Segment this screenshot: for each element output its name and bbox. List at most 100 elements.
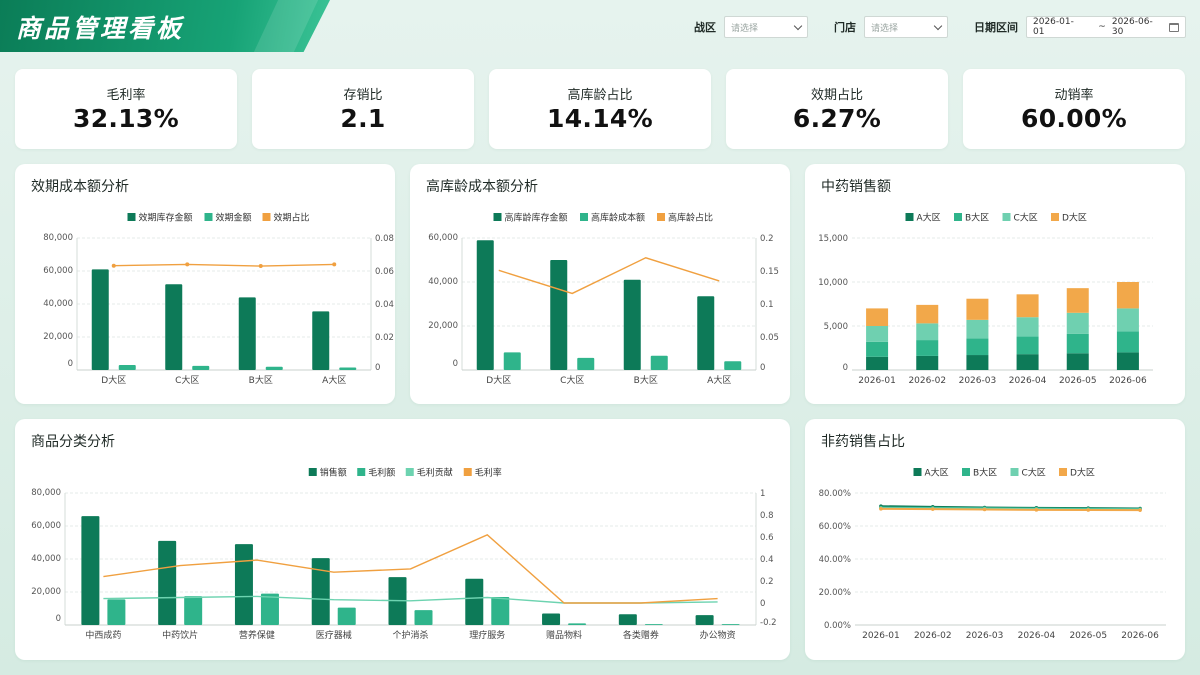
y2-tick-label: 0.04 bbox=[375, 300, 394, 310]
bar-毛利额 bbox=[414, 610, 433, 625]
y2-tick-label: 0.2 bbox=[760, 234, 774, 244]
category-analysis-chart: 销售额 毛利额 毛利贡献 毛利率 0 20,000 40,000 60,000 80,000 -0… bbox=[31, 467, 777, 642]
point-效期占比 bbox=[258, 264, 263, 269]
x-tick-label: 赠品物料 bbox=[546, 629, 582, 641]
bar-C大区 bbox=[866, 326, 889, 342]
y2-tick-label: 0.2 bbox=[760, 577, 774, 587]
bar-C大区 bbox=[1016, 317, 1039, 337]
y-tick-label: 80.00% bbox=[819, 489, 851, 499]
point-D大区 bbox=[930, 507, 935, 511]
bar-高库龄成本额 bbox=[724, 361, 742, 370]
bar-毛利额 bbox=[491, 596, 510, 625]
x-tick-label: 营养保健 bbox=[239, 629, 275, 641]
x-tick-label: 2026-03 bbox=[966, 631, 1004, 641]
x-tick-label: 2026-04 bbox=[1018, 631, 1056, 641]
x-tick-label: C大区 bbox=[175, 374, 199, 386]
x-tick-label: 中西成药 bbox=[85, 629, 121, 641]
expiry-cost-chart: 效期库存金额 效期金额 效期占比 0 20,000 40,000 60,000 80,000 0… bbox=[43, 212, 394, 387]
legend-label: C大区 bbox=[1014, 212, 1038, 224]
bar-D大区 bbox=[1016, 294, 1039, 318]
x-tick-label: B大区 bbox=[249, 374, 273, 386]
bar-销售额 bbox=[542, 613, 561, 625]
y-tick-label: 0 bbox=[56, 614, 61, 624]
bar-B大区 bbox=[866, 341, 889, 357]
legend-label: D大区 bbox=[1062, 212, 1087, 224]
top-bar: 商品管理看板 战区 请选择 门店 请选择 日期区间 2026-01-01 ~ 2… bbox=[0, 0, 1200, 52]
x-tick-label: C大区 bbox=[560, 374, 584, 386]
panel-title: 非药销售占比 bbox=[821, 434, 905, 450]
bar-高库龄成本额 bbox=[503, 352, 521, 370]
y2-tick-label: 0.08 bbox=[375, 234, 394, 244]
kpi-value: 60.00% bbox=[1021, 104, 1127, 133]
date-end[interactable]: 2026-06-30 bbox=[1111, 17, 1153, 37]
y-tick-label: 60,000 bbox=[31, 521, 61, 531]
bar-B大区 bbox=[1116, 331, 1139, 353]
bar-A大区 bbox=[966, 355, 989, 370]
y-tick-label: 0 bbox=[453, 359, 458, 369]
y-tick-label: 40,000 bbox=[31, 554, 61, 564]
kpi-label: 高库龄占比 bbox=[567, 88, 633, 103]
bar-C大区 bbox=[916, 323, 939, 341]
kpi-value: 6.27% bbox=[792, 104, 882, 133]
y2-tick-label: 0.02 bbox=[375, 333, 394, 343]
legend-swatch bbox=[357, 468, 366, 476]
bar-D大区 bbox=[1116, 282, 1139, 309]
point-D大区 bbox=[982, 507, 987, 512]
dashboard-title: 商品管理看板 bbox=[16, 14, 185, 43]
date-start[interactable]: 2026-01-01 bbox=[1033, 17, 1074, 37]
kpi-card-sell-through: 动销率 60.00% bbox=[963, 69, 1185, 149]
kpi-label: 毛利率 bbox=[106, 88, 146, 103]
bar-A大区 bbox=[916, 355, 939, 370]
x-tick-label: 中药饮片 bbox=[162, 629, 198, 641]
bar-效期金额 bbox=[192, 365, 210, 370]
y2-tick-label: 0 bbox=[760, 363, 765, 373]
legend-swatch bbox=[1051, 213, 1059, 221]
kpi-value: 14.14% bbox=[547, 104, 653, 133]
kpi-card-stock-sales-ratio: 存销比 2.1 bbox=[252, 69, 474, 149]
x-tick-label: D大区 bbox=[486, 374, 511, 386]
legend-label: C大区 bbox=[1022, 467, 1046, 479]
bar-毛利额 bbox=[337, 607, 356, 625]
bar-销售额 bbox=[618, 614, 637, 625]
legend-label: 销售额 bbox=[320, 467, 347, 479]
legend-swatch bbox=[308, 468, 317, 476]
aging-cost-chart: 高库龄库存金额 高库龄成本额 高库龄占比 0 20,000 40,000 60,000 0 0.… bbox=[428, 212, 779, 387]
legend-label: 效期金额 bbox=[216, 212, 252, 224]
bar-毛利额 bbox=[184, 596, 203, 625]
x-tick-label: 办公物资 bbox=[700, 629, 736, 641]
zone-select[interactable]: 请选择 bbox=[724, 16, 808, 38]
bar-A大区 bbox=[866, 356, 889, 370]
non-tcm-share-panel: 非药销售占比 A大区 B大区 C大区 D大区 0.00% 20.00% 40.00% 60.0… bbox=[805, 419, 1185, 660]
legend-swatch bbox=[580, 213, 588, 221]
legend-label: 毛利率 bbox=[475, 467, 502, 479]
y2-tick-label: 0.06 bbox=[375, 267, 394, 277]
bar-毛利额 bbox=[644, 624, 663, 625]
legend-swatch bbox=[1010, 468, 1019, 476]
filter-bar: 战区 请选择 门店 请选择 日期区间 2026-01-01 ~ 2026-06-… bbox=[694, 16, 1186, 38]
x-tick-label: 理疗服务 bbox=[469, 629, 505, 641]
y-tick-label: 10,000 bbox=[818, 278, 848, 288]
date-filter-label: 日期区间 bbox=[974, 21, 1018, 34]
point-效期占比 bbox=[111, 263, 116, 268]
panel-title: 商品分类分析 bbox=[31, 434, 115, 450]
bar-效期金额 bbox=[265, 366, 283, 370]
kpi-value: 32.13% bbox=[73, 104, 179, 133]
y-tick-label: 40,000 bbox=[428, 277, 458, 287]
bar-销售额 bbox=[158, 540, 177, 625]
y2-tick-label: 0.4 bbox=[760, 555, 774, 565]
x-tick-label: 2026-06 bbox=[1109, 376, 1147, 386]
y2-tick-label: 0.6 bbox=[760, 533, 774, 543]
y-tick-label: 60,000 bbox=[428, 233, 458, 243]
y2-tick-label: -0.2 bbox=[760, 618, 777, 628]
bar-效期库存金额 bbox=[238, 297, 256, 370]
bar-销售额 bbox=[234, 544, 253, 625]
bar-销售额 bbox=[311, 558, 330, 625]
expiry-cost-panel: 效期成本额分析 效期库存金额 效期金额 效期占比 0 20,000 40,000 60,00… bbox=[15, 164, 395, 404]
x-tick-label: B大区 bbox=[634, 374, 658, 386]
bar-D大区 bbox=[916, 304, 939, 324]
title-banner: 商品管理看板 bbox=[0, 0, 330, 52]
y-tick-label: 0 bbox=[843, 363, 848, 373]
store-select[interactable]: 请选择 bbox=[864, 16, 948, 38]
date-range-picker[interactable]: 2026-01-01 ~ 2026-06-30 bbox=[1026, 16, 1186, 38]
chevron-down-icon bbox=[933, 21, 943, 30]
